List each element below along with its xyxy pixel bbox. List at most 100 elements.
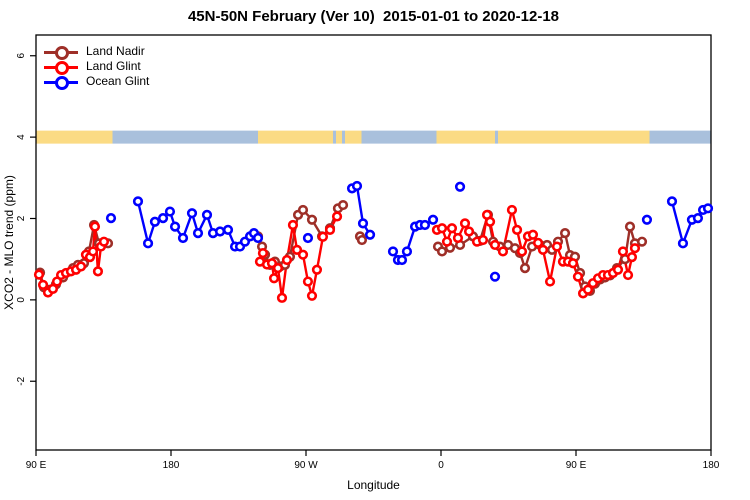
map-strip-land-segment [498, 130, 650, 144]
map-strip-land-segment [258, 130, 333, 144]
data-point-land-glint [87, 246, 99, 257]
x-tick-label: 90 E [566, 460, 587, 471]
y-tick-label: 0 [16, 297, 27, 303]
data-point-land-nadir [356, 234, 368, 246]
data-point-land-glint [567, 258, 579, 269]
data-point-land-nadir [297, 204, 309, 216]
ocean-glint-marker-icon [44, 74, 78, 90]
data-point-land-glint [33, 269, 45, 280]
data-point-ocean-glint [169, 221, 181, 232]
data-point-land-glint [331, 211, 343, 222]
data-point-land-glint [317, 231, 329, 242]
data-point-land-glint [477, 234, 489, 246]
map-strip-ocean-segment [333, 130, 336, 144]
x-tick-label: 0 [438, 460, 444, 471]
data-point-ocean-glint [177, 232, 189, 244]
map-strip-land-segment [36, 130, 113, 144]
land-nadir-marker-icon [44, 44, 78, 60]
data-point-land-glint [459, 218, 471, 229]
y-axis-label: XCO2 - MLO trend (ppm) [2, 175, 16, 310]
data-point-ocean-glint [149, 216, 161, 227]
data-point-ocean-glint [677, 238, 689, 249]
data-point-ocean-glint [252, 232, 264, 244]
x-tick-label: 90 W [294, 460, 318, 471]
data-point-ocean-glint [419, 219, 431, 231]
legend-item-land-glint: Land Glint [44, 59, 149, 75]
data-point-ocean-glint [157, 212, 169, 224]
land-glint-marker-icon [44, 59, 78, 75]
data-point-land-glint [452, 232, 464, 244]
map-strip-land-segment [436, 130, 495, 144]
data-point-land-nadir [306, 214, 318, 225]
data-point-land-glint [89, 221, 101, 232]
legend-item-land-nadir: Land Nadir [44, 44, 149, 60]
x-tick-label: 90 E [26, 460, 47, 471]
data-point-land-glint [75, 261, 87, 272]
data-point-land-glint [47, 283, 59, 294]
data-point-land-glint [544, 276, 556, 287]
y-tick-label: 2 [16, 215, 27, 221]
map-strip-land-segment [336, 130, 342, 144]
map-strip-ocean-segment [495, 130, 498, 144]
data-point-ocean-glint [186, 208, 198, 219]
data-point-land-glint [92, 266, 104, 277]
data-point-land-glint [532, 237, 544, 249]
legend-label: Land Nadir [86, 44, 145, 58]
data-point-ocean-glint [387, 246, 399, 257]
map-strip-ocean-segment [649, 130, 711, 144]
data-point-land-glint [612, 264, 624, 275]
data-point-land-glint [497, 246, 509, 257]
map-strip-ocean-segment [112, 130, 258, 144]
data-point-land-glint [582, 284, 594, 295]
data-point-ocean-glint [201, 209, 213, 220]
data-point-ocean-glint [132, 196, 144, 207]
x-tick-label: 180 [703, 460, 720, 471]
legend-label: Land Glint [86, 59, 141, 73]
data-point-ocean-glint [427, 214, 439, 225]
data-point-ocean-glint [357, 218, 369, 229]
data-point-land-glint [484, 216, 496, 227]
data-point-ocean-glint [692, 212, 704, 224]
data-point-land-nadir [624, 221, 636, 232]
data-point-ocean-glint [454, 181, 466, 192]
data-point-land-glint [287, 219, 299, 231]
data-point-land-glint [281, 254, 293, 266]
data-point-land-glint [272, 263, 284, 274]
data-point-ocean-glint [214, 226, 226, 237]
data-point-land-glint [37, 279, 49, 290]
data-point-land-glint [489, 239, 501, 251]
data-point-ocean-glint [222, 224, 234, 235]
plot-title: 45N-50N February (Ver 10) 2015-01-01 to … [187, 8, 560, 25]
data-point-land-glint [311, 264, 323, 275]
data-point-land-glint [626, 252, 638, 263]
data-point-ocean-glint [105, 212, 117, 224]
data-point-land-glint [629, 243, 641, 254]
data-point-land-glint [506, 204, 518, 216]
data-point-land-glint [441, 236, 453, 247]
data-point-land-glint [306, 290, 318, 301]
data-point-ocean-glint [396, 254, 408, 266]
data-point-land-glint [551, 241, 563, 252]
data-point-land-nadir [559, 228, 571, 239]
data-point-land-glint [436, 223, 448, 234]
map-strip-ocean-segment [361, 130, 437, 144]
data-point-ocean-glint [364, 229, 376, 240]
data-point-land-nadir [519, 263, 531, 274]
data-point-ocean-glint [401, 246, 413, 257]
data-point-land-glint [257, 247, 269, 259]
data-point-ocean-glint [302, 232, 314, 244]
data-point-ocean-glint [489, 271, 501, 282]
data-point-land-glint [302, 276, 314, 287]
map-strip-ocean-segment [342, 130, 345, 144]
data-point-land-glint [324, 224, 336, 235]
data-point-land-glint [572, 271, 584, 282]
y-tick-label: 6 [16, 53, 27, 59]
data-point-ocean-glint [641, 214, 653, 225]
data-point-land-glint [622, 269, 634, 281]
map-strip-land-segment [345, 130, 362, 144]
plot-border [35, 34, 712, 451]
y-tick-label: 4 [16, 134, 27, 140]
data-point-ocean-glint [702, 203, 714, 214]
